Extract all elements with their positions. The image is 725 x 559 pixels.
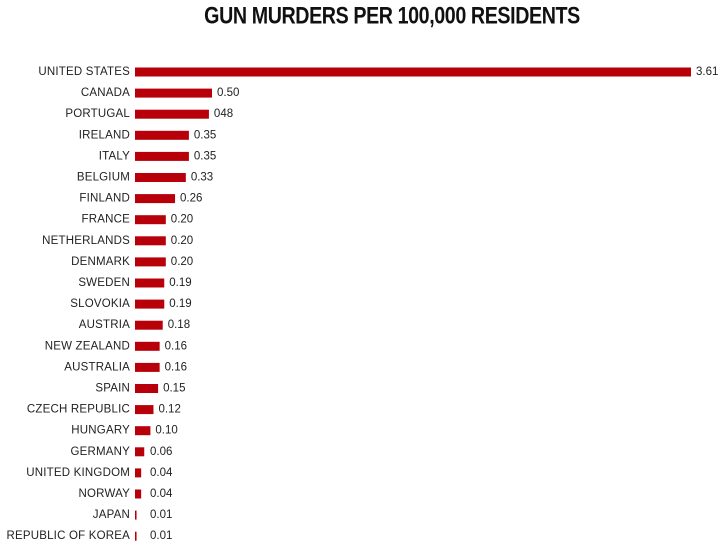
category-label: NEW ZEALAND	[45, 340, 130, 352]
bar	[135, 130, 189, 140]
category-label: NORWAY	[79, 488, 131, 500]
value-label: 0.35	[194, 129, 216, 141]
category-label: FRANCE	[82, 214, 131, 226]
bar	[135, 151, 189, 161]
category-label: SWEDEN	[78, 277, 130, 289]
category-label: AUSTRIA	[79, 319, 130, 331]
bar	[135, 67, 691, 77]
value-label: 0.33	[191, 172, 213, 184]
value-label: 0.06	[150, 446, 172, 458]
bar	[135, 320, 163, 330]
category-label: PORTUGAL	[65, 108, 130, 120]
value-label: 0.10	[155, 425, 177, 437]
value-label: 0.18	[168, 319, 190, 331]
value-label: 0.19	[169, 277, 191, 289]
category-label: UNITED KINGDOM	[26, 467, 130, 479]
bar	[135, 531, 137, 541]
bar	[135, 173, 186, 182]
value-label: 0.04	[150, 467, 173, 479]
bar	[135, 510, 137, 520]
bar	[135, 426, 151, 436]
category-label: UNITED STATES	[38, 66, 130, 78]
bar	[135, 215, 166, 225]
bar	[135, 468, 142, 478]
value-label: 0.20	[171, 235, 193, 247]
category-label: ITALY	[99, 150, 130, 162]
value-label: 0.35	[194, 150, 216, 162]
bar	[135, 257, 166, 267]
bar	[135, 88, 213, 98]
value-label: 0.15	[163, 383, 185, 395]
chart-title: GUN MURDERS PER 100,000 RESIDENTS	[204, 1, 580, 28]
bar	[135, 278, 165, 288]
category-label: FINLAND	[79, 193, 130, 205]
value-label: 048	[214, 108, 233, 120]
category-label: CZECH REPUBLIC	[27, 404, 130, 416]
bar	[135, 299, 165, 309]
value-label: 0.16	[165, 361, 187, 373]
bar	[135, 489, 142, 499]
category-label: IRELAND	[79, 129, 130, 141]
category-label: BELGIUM	[77, 172, 130, 184]
bar	[135, 447, 145, 457]
value-label: 0.26	[180, 193, 202, 205]
value-label: 0.19	[169, 298, 191, 310]
bar	[135, 236, 166, 246]
value-label: 0.16	[165, 340, 187, 352]
category-label: DENMARK	[71, 256, 130, 268]
bar	[135, 405, 154, 415]
category-label: NETHERLANDS	[42, 235, 130, 247]
category-label: REPUBLIC OF KOREA	[6, 530, 130, 542]
value-label: 0.04	[150, 488, 173, 500]
category-label: JAPAN	[93, 509, 130, 521]
category-label: GERMANY	[70, 446, 130, 458]
bar	[135, 362, 160, 372]
value-label: 0.01	[150, 530, 172, 542]
value-label: 0.50	[217, 87, 239, 99]
category-label: SLOVOKIA	[70, 298, 130, 310]
value-label: 0.20	[171, 214, 193, 226]
bar	[135, 194, 176, 204]
bar	[135, 109, 209, 119]
bar	[135, 384, 159, 393]
value-label: 0.20	[171, 256, 193, 268]
category-label: AUSTRALIA	[64, 361, 130, 373]
value-label: 3.61	[696, 66, 718, 78]
bar	[135, 341, 160, 351]
category-label: CANADA	[81, 87, 130, 99]
category-label: HUNGARY	[71, 425, 130, 437]
value-label: 0.12	[158, 404, 180, 416]
category-label: SPAIN	[95, 383, 130, 395]
value-label: 0.01	[150, 509, 172, 521]
